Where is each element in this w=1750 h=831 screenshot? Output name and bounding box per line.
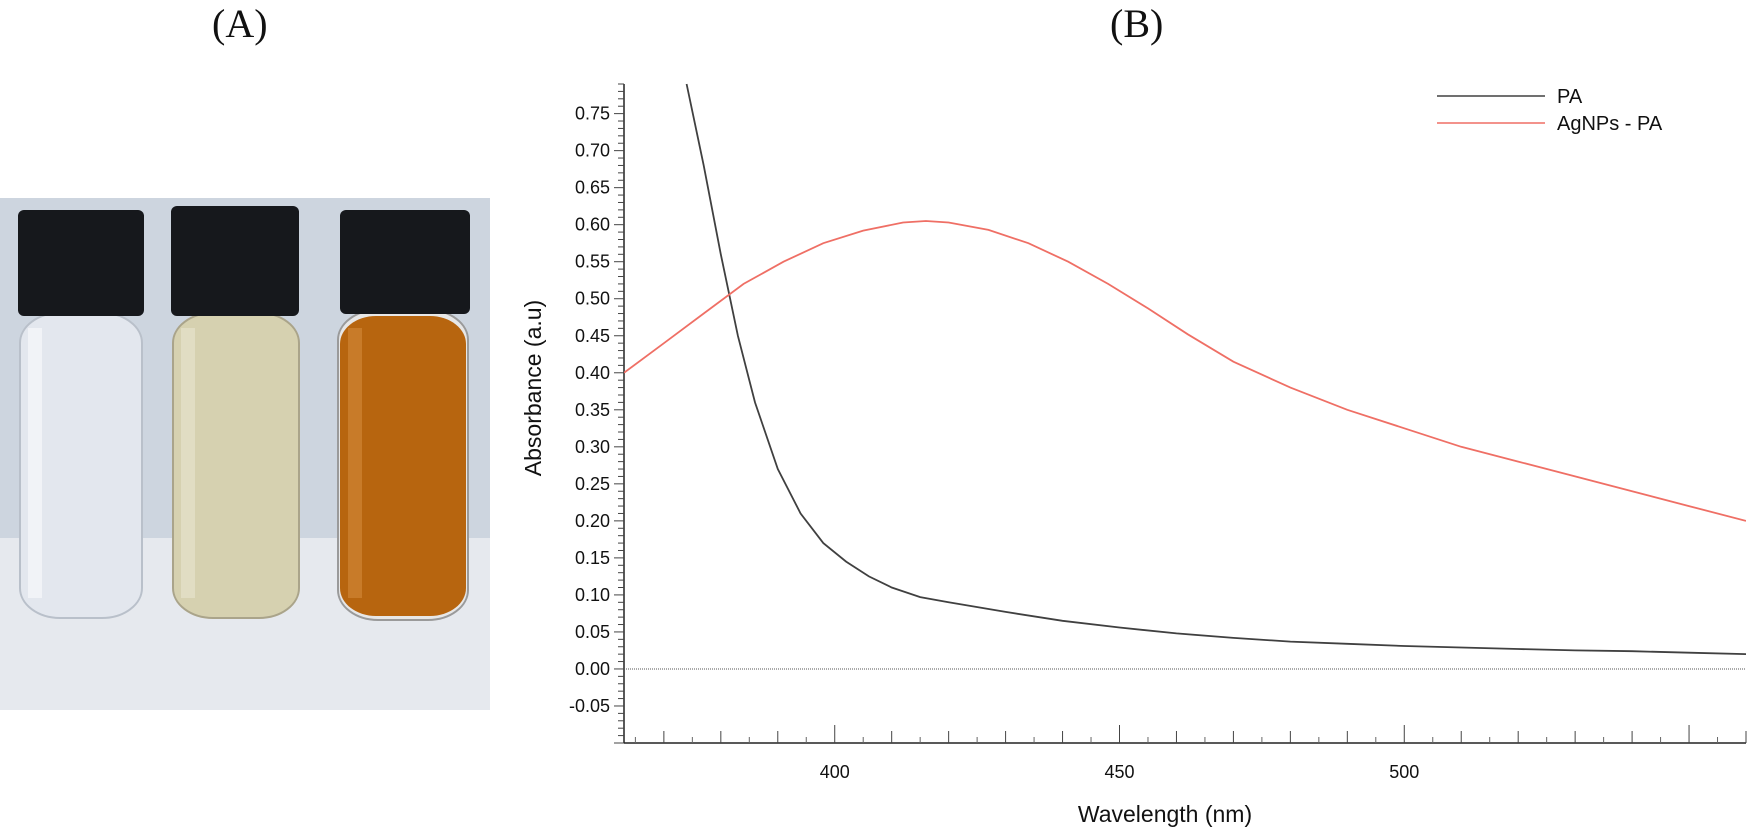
panel-label-b: (B) (1110, 1, 1164, 46)
y-tick-label: 0.30 (575, 437, 610, 457)
y-tick-label: 0.70 (575, 141, 610, 161)
y-tick-label: 0.20 (575, 511, 610, 531)
x-tick-label: 400 (820, 762, 850, 782)
cap-1 (18, 210, 144, 316)
y-tick-label: 0.65 (575, 178, 610, 198)
x-tick-label: 450 (1104, 762, 1134, 782)
y-tick-label: 0.00 (575, 659, 610, 679)
cap-2 (171, 206, 299, 316)
y-tick-label: 0.15 (575, 548, 610, 568)
y-tick-label: 0.05 (575, 622, 610, 642)
y-tick-label: 0.75 (575, 104, 610, 124)
y-tick-label: 0.45 (575, 326, 610, 346)
y-tick-label: 0.60 (575, 215, 610, 235)
x-axis-label: Wavelength (nm) (1078, 801, 1252, 827)
x-tick-label: 500 (1389, 762, 1419, 782)
panel-label-a: (A) (212, 1, 268, 46)
y-tick-label: 0.25 (575, 474, 610, 494)
vial-pale-yellow (171, 206, 300, 619)
y-tick-label: 0.55 (575, 252, 610, 272)
y-axis-label: Absorbance (a.u) (520, 300, 546, 476)
legend-label-pa: PA (1557, 86, 1583, 108)
axes-group: -0.05 0.00 0.05 0.10 0.15 0.20 0.25 0.30 0.35 0.4… (569, 83, 1747, 782)
y-tick-label: -0.05 (569, 696, 610, 716)
legend-label-agnps-pa: AgNPs - PA (1557, 113, 1663, 135)
legend: PA AgNPs - PA (1437, 86, 1663, 135)
vial-brown (337, 210, 470, 621)
vials-photo (0, 198, 490, 710)
y-tick-label: 0.35 (575, 400, 610, 420)
series-group (623, 83, 1747, 655)
vial-clear (18, 210, 144, 619)
series-line-pa (685, 83, 1746, 655)
series-line-agnps-pa (624, 220, 1746, 522)
y-tick-label: 0.40 (575, 363, 610, 383)
y-tick-label: 0.50 (575, 289, 610, 309)
y-tick-label: 0.10 (575, 585, 610, 605)
cap-3 (340, 210, 470, 314)
